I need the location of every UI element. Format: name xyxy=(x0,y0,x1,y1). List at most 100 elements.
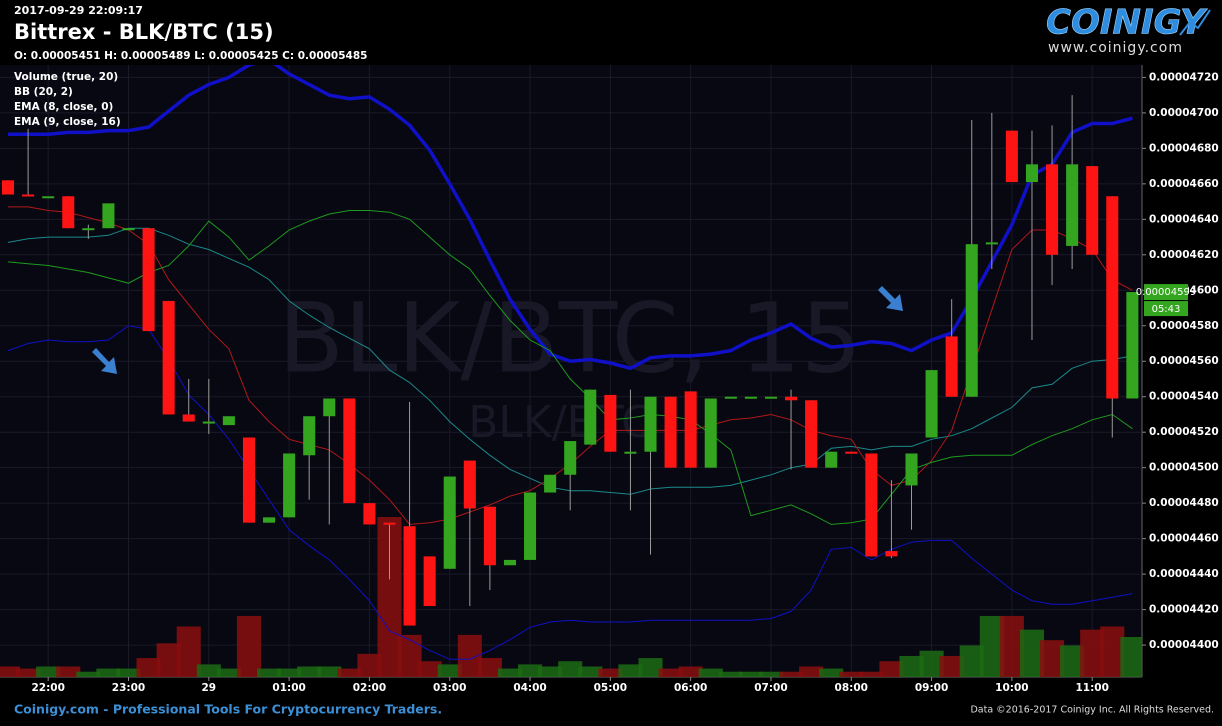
candle-body xyxy=(825,451,838,468)
y-tick-label: 0.00004500 xyxy=(1149,462,1219,474)
volume-bar xyxy=(96,668,121,677)
candle-body xyxy=(865,453,878,557)
candle-body xyxy=(202,421,215,424)
volume-bar xyxy=(277,668,302,677)
candle-body xyxy=(624,451,637,454)
candle-body xyxy=(483,506,496,566)
chart-title: Bittrex - BLK/BTC (15) xyxy=(14,20,274,44)
candle-body xyxy=(142,228,155,332)
candle-body xyxy=(222,416,235,426)
x-tick-label: 11:00 xyxy=(1075,682,1108,694)
volume-bar xyxy=(196,664,221,677)
ohlc-text: O: 0.00005451 H: 0.00005489 L: 0.0000542… xyxy=(14,50,367,62)
candle-body xyxy=(102,203,115,229)
y-tick-label: 0.00004560 xyxy=(1149,355,1219,367)
candle-body xyxy=(182,414,195,422)
candle-body xyxy=(22,194,35,197)
price-tag xyxy=(1144,284,1188,301)
footer-right: Data ©2016-2017 Coinigy Inc. All Rights … xyxy=(970,705,1214,716)
volume-bar xyxy=(1060,645,1085,677)
candle-body xyxy=(764,396,777,399)
x-tick-label: 07:00 xyxy=(754,682,787,694)
candle-body xyxy=(403,526,416,626)
volume-bar xyxy=(698,668,723,677)
countdown-tag xyxy=(1144,301,1188,317)
watermark-sub: BLK/BTC xyxy=(468,397,652,448)
x-tick-label: 04:00 xyxy=(513,682,546,694)
candle-body xyxy=(1005,130,1018,183)
candle-body xyxy=(845,451,858,454)
candle-body xyxy=(1106,196,1119,399)
candle-body xyxy=(343,398,356,504)
volume-bar xyxy=(879,661,904,677)
volume-bar xyxy=(899,655,924,677)
volume-bar xyxy=(538,666,563,677)
y-tick-label: 0.00004420 xyxy=(1149,604,1219,616)
volume-bar xyxy=(417,661,442,677)
candle-body xyxy=(1126,292,1139,399)
y-tick-label: 0.00004720 xyxy=(1149,71,1219,83)
ema-line xyxy=(7,210,1133,525)
band-lower xyxy=(7,325,1133,660)
x-tick-label: 23:00 xyxy=(112,682,145,694)
volume xyxy=(0,517,1142,677)
candle-body xyxy=(965,244,978,397)
x-tick-label: 06:00 xyxy=(674,682,707,694)
volume-bar xyxy=(216,668,241,677)
y-tick-label: 0.00004400 xyxy=(1149,639,1219,651)
legend-entry: BB (20, 2) xyxy=(14,86,73,98)
candle-body xyxy=(242,437,255,523)
candle-body xyxy=(724,396,737,399)
volume-bar xyxy=(638,658,663,677)
volume-bar xyxy=(738,671,763,677)
candle-body xyxy=(283,453,296,518)
legend-entry: Volume (true, 20) xyxy=(14,71,118,83)
candle-body xyxy=(684,391,697,468)
x-tick-label: 09:00 xyxy=(915,682,948,694)
volume-bar xyxy=(477,658,502,677)
candle-body xyxy=(383,522,396,525)
volume-bar xyxy=(357,653,382,677)
candle-body xyxy=(644,396,657,452)
watermark: BLK/BTC, 15 xyxy=(278,282,862,394)
logo-graph xyxy=(1179,9,1211,36)
y-tick-label: 0.00004620 xyxy=(1149,249,1219,261)
y-tick-label: 0.00004640 xyxy=(1149,213,1219,225)
legend-entry: EMA (9, close, 16) xyxy=(14,116,121,128)
y-tick-label: 0.00004440 xyxy=(1149,568,1219,580)
volume-bar xyxy=(337,668,362,677)
volume-bar xyxy=(658,668,683,677)
price-tag-label: 0.00004599 xyxy=(1136,287,1196,298)
y-tick-label: 0.00004680 xyxy=(1149,142,1219,154)
volume-bar xyxy=(598,668,623,677)
volume-bar xyxy=(76,671,101,677)
x-tick-label: 22:00 xyxy=(31,682,64,694)
volume-bar xyxy=(558,661,583,677)
candle-body xyxy=(82,228,95,231)
x-tick-label: 29 xyxy=(201,682,216,694)
volume-bar xyxy=(36,666,61,677)
candle-body xyxy=(524,492,537,560)
volume-bar xyxy=(819,668,844,677)
x-tick-label: 08:00 xyxy=(835,682,868,694)
y-tick-label: 0.00004660 xyxy=(1149,178,1219,190)
candle-body xyxy=(805,400,818,468)
volume-bar xyxy=(0,666,21,677)
volume-bar xyxy=(839,671,864,677)
volume-bar xyxy=(678,666,703,677)
volume-bar xyxy=(1120,637,1142,677)
candle-body xyxy=(925,370,938,438)
legend-entry: EMA (8, close, 0) xyxy=(14,101,113,113)
candle-body xyxy=(744,396,757,399)
timestamp: 2017-09-29 22:09:17 xyxy=(14,4,143,17)
candles xyxy=(2,95,1139,626)
volume-bar xyxy=(297,666,322,677)
volume-bar xyxy=(939,655,964,677)
candle-body xyxy=(785,396,798,401)
volume-bar xyxy=(758,671,784,677)
candle-body xyxy=(985,242,998,245)
candle-body xyxy=(303,416,316,456)
candle-body xyxy=(122,228,135,231)
candle-body xyxy=(1046,164,1059,255)
